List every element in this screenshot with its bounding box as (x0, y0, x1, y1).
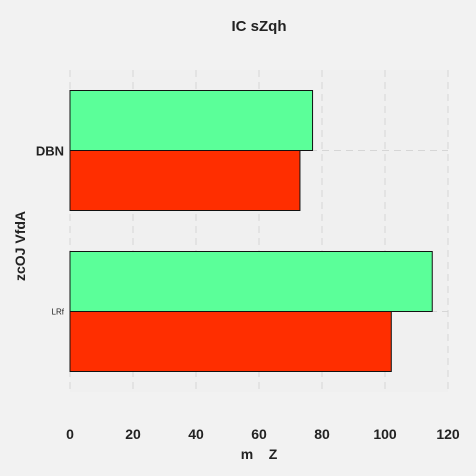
bars (69, 90, 433, 372)
x-tick-label-3: 60 (251, 426, 267, 442)
x-tick-label-1: 20 (125, 426, 141, 442)
x-tick-label-4: 80 (314, 426, 330, 442)
chart-title: IC sZqh (232, 18, 287, 35)
x-axis-label: m Z (241, 446, 278, 462)
x-ticks: 0 20 40 60 80 100 120 (66, 426, 460, 442)
y-tick-label-DBN: DBN (36, 144, 64, 159)
y-tick-label-LRf: LRf (52, 308, 65, 317)
y-axis-label: zcOJ VfdA (12, 211, 28, 281)
y-ticks: LRf DBN (36, 144, 65, 317)
bar-LRf-series-2 (69, 251, 433, 312)
x-tick-label-0: 0 (66, 426, 74, 442)
bar-DBN-series-1 (69, 150, 301, 211)
x-tick-label-2: 40 (188, 426, 204, 442)
x-tick-label-6: 120 (436, 426, 460, 442)
x-tick-label-5: 100 (373, 426, 397, 442)
bar-LRf-series-1 (69, 311, 392, 372)
bar-DBN-series-2 (69, 90, 314, 151)
